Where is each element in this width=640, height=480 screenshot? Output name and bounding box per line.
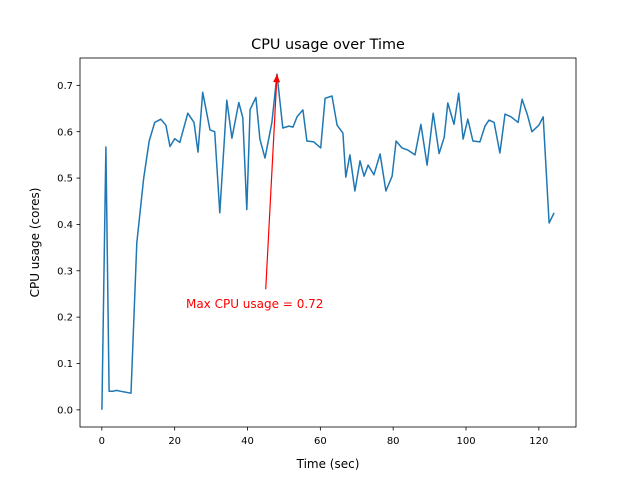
y-tick-label: 0.6 xyxy=(57,127,73,138)
x-tick-label: 80 xyxy=(387,436,400,447)
x-tick-label: 60 xyxy=(314,436,327,447)
y-tick-label: 0.4 xyxy=(57,220,73,231)
y-tick-label: 0.0 xyxy=(57,405,73,416)
x-tick-label: 0 xyxy=(99,436,105,447)
y-tick-label: 0.1 xyxy=(57,359,73,370)
y-tick-label: 0.2 xyxy=(57,313,73,324)
x-tick-label: 40 xyxy=(241,436,254,447)
y-tick-label: 0.3 xyxy=(57,266,73,277)
x-tick-label: 20 xyxy=(168,436,181,447)
x-tick-label: 100 xyxy=(456,436,475,447)
annotation-arrow xyxy=(265,74,278,290)
y-tick-label: 0.7 xyxy=(57,81,73,92)
y-tick-label: 0.5 xyxy=(57,174,73,185)
cpu-usage-line xyxy=(101,73,555,410)
x-tick-label: 120 xyxy=(529,436,548,447)
plot-area-frame xyxy=(79,57,577,428)
x-axis-label: Time (sec) xyxy=(296,457,360,471)
max-cpu-annotation: Max CPU usage = 0.72 xyxy=(186,297,323,311)
y-axis-label: CPU usage (cores) xyxy=(28,188,42,298)
annotation-arrowhead xyxy=(273,74,281,83)
chart-title: CPU usage over Time xyxy=(251,37,405,53)
